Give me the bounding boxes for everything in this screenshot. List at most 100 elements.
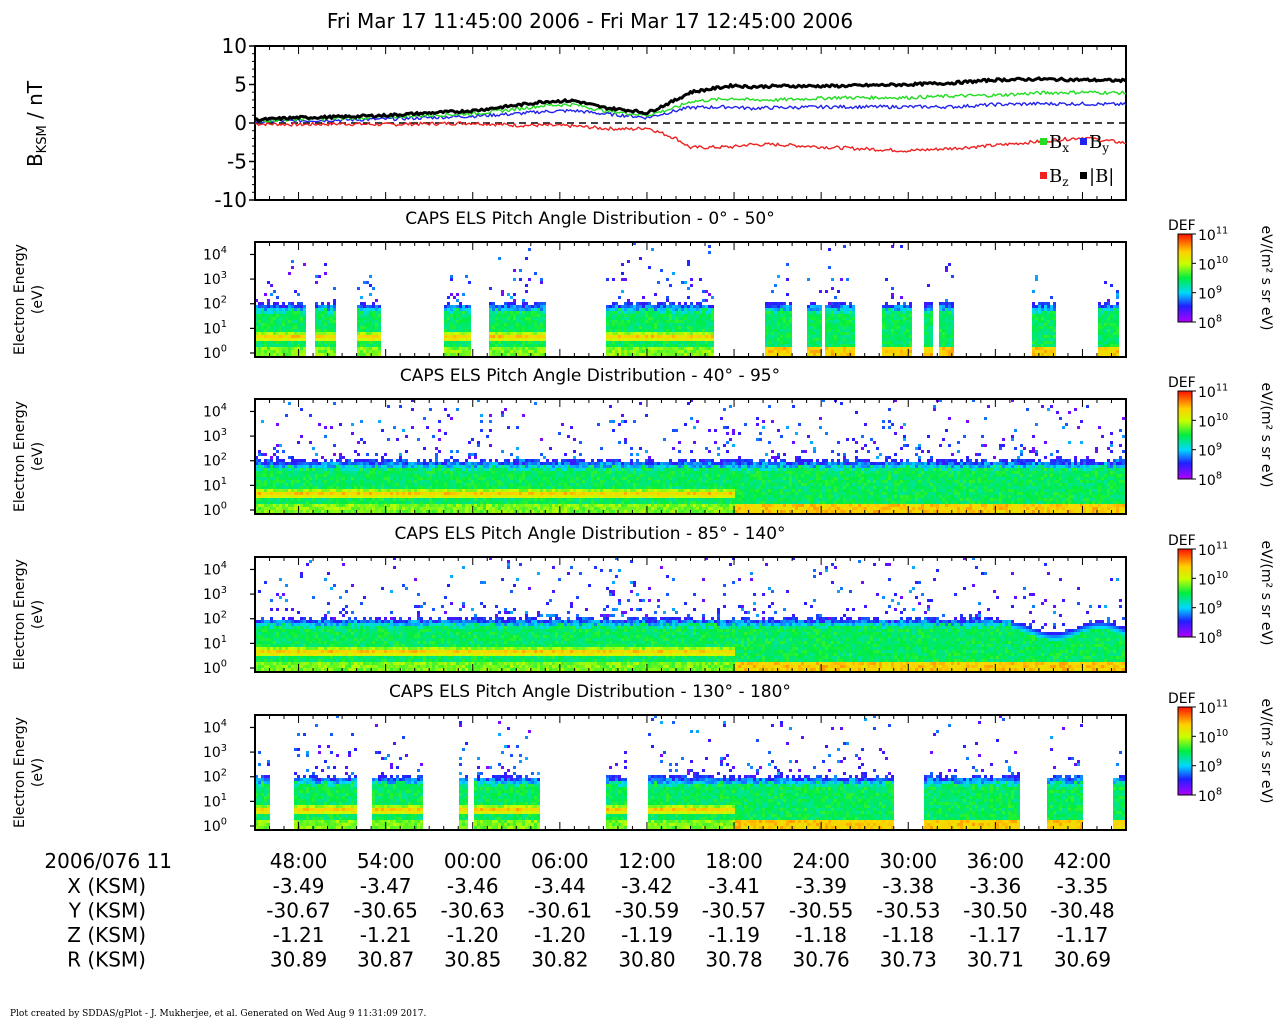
spectrogram-cell xyxy=(561,495,564,498)
spectrogram-cell xyxy=(534,459,537,462)
spectrogram-cell xyxy=(507,462,510,465)
spectrogram-cell xyxy=(312,504,315,507)
spectrogram-cell xyxy=(531,504,534,507)
spectrogram-cell xyxy=(375,504,378,507)
spectrogram-cell xyxy=(279,507,282,510)
spectrogram-cell xyxy=(264,453,267,456)
spectrogram-cell xyxy=(711,338,714,341)
spectrogram-cell xyxy=(885,305,888,308)
spectrogram-cell xyxy=(261,492,264,495)
spectrogram-cell xyxy=(372,507,375,510)
spectrogram-cell xyxy=(522,341,525,344)
spectrogram-cell xyxy=(891,323,894,326)
spectrogram-cell xyxy=(441,501,444,504)
spectrogram-cell xyxy=(261,504,264,507)
spectrogram-cell xyxy=(666,278,669,281)
spectrogram-cell xyxy=(699,350,702,353)
spectrogram-cell xyxy=(783,323,786,326)
spectrogram-cell xyxy=(849,350,852,353)
spectrogram-cell xyxy=(939,302,942,305)
spectrogram-cell xyxy=(564,510,567,513)
spectrogram-cell xyxy=(465,504,468,507)
spectrogram-cell xyxy=(429,492,432,495)
spectrogram-cell xyxy=(1044,302,1047,305)
spectrogram-cell xyxy=(381,486,384,489)
spectrogram-cell xyxy=(582,459,585,462)
spectrogram-cell xyxy=(819,347,822,350)
spectrogram-cell xyxy=(276,326,279,329)
spectrogram-cell xyxy=(708,314,711,317)
spectrogram-cell xyxy=(318,501,321,504)
spectrogram-cell xyxy=(381,498,384,501)
spectrogram-cell xyxy=(453,462,456,465)
spectrogram-cell xyxy=(315,314,318,317)
spectrogram-cell xyxy=(522,320,525,323)
spectrogram-cell xyxy=(828,317,831,320)
spectrogram-cell xyxy=(444,335,447,338)
spectrogram-cell xyxy=(636,317,639,320)
spectrogram-cell xyxy=(645,308,648,311)
spectrogram-cell xyxy=(372,329,375,332)
spectrogram-cell xyxy=(462,480,465,483)
spectrogram-cell xyxy=(513,350,516,353)
spectrogram-cell xyxy=(528,332,531,335)
spectrogram-cell xyxy=(570,501,573,504)
spectrogram-cell xyxy=(543,353,546,356)
spectrogram-cell xyxy=(489,444,492,447)
spectrogram-cell xyxy=(537,459,540,462)
spectrogram-cell xyxy=(276,480,279,483)
spectrogram-cell xyxy=(270,510,273,513)
spectrogram-cell xyxy=(684,281,687,284)
spectrogram-cell xyxy=(309,495,312,498)
spectrogram-cell xyxy=(630,311,633,314)
spectrogram-cell xyxy=(540,477,543,480)
spectrogram-cell xyxy=(513,471,516,474)
spectrogram-cell xyxy=(501,495,504,498)
spectrogram-cell xyxy=(927,311,930,314)
spectrogram-cell xyxy=(765,344,768,347)
spectrogram-cell xyxy=(504,344,507,347)
spectrogram-cell xyxy=(357,338,360,341)
spectrogram-cell xyxy=(258,347,261,350)
spectrogram-cell xyxy=(261,453,264,456)
spectrogram-cell xyxy=(381,468,384,471)
spectrogram-cell xyxy=(534,495,537,498)
spectrogram-cell xyxy=(501,311,504,314)
spectrogram-cell xyxy=(366,350,369,353)
spectrogram-cell xyxy=(363,441,366,444)
spectrogram-cell xyxy=(924,311,927,314)
spectrogram-cell xyxy=(489,311,492,314)
spectrogram-cell xyxy=(288,474,291,477)
spectrogram-cell xyxy=(828,350,831,353)
spectrogram-cell xyxy=(399,405,402,408)
spectrogram-cell xyxy=(375,510,378,513)
spectrogram-cell xyxy=(900,296,903,299)
spectrogram-cell xyxy=(354,477,357,480)
spectrogram-cell xyxy=(669,329,672,332)
spectrogram-cell xyxy=(342,492,345,495)
spectrogram-cell xyxy=(831,308,834,311)
spectrogram-cell xyxy=(489,483,492,486)
spectrogram-cell xyxy=(888,350,891,353)
spectrogram-cell xyxy=(291,344,294,347)
spectrogram-cell xyxy=(834,320,837,323)
spectrogram-cell xyxy=(447,471,450,474)
spectrogram-cell xyxy=(513,293,516,296)
spectrogram-cell xyxy=(1098,353,1101,356)
spectrogram-cell xyxy=(345,504,348,507)
spectrogram-cell xyxy=(393,480,396,483)
spectrogram-cell xyxy=(471,477,474,480)
spectrogram-cell xyxy=(900,323,903,326)
spectrogram-cell xyxy=(816,353,819,356)
spectrogram-cell xyxy=(1044,329,1047,332)
spectrogram-cell xyxy=(318,477,321,480)
spectrogram-cell xyxy=(441,510,444,513)
spectrogram-cell xyxy=(273,332,276,335)
spectrogram-cell xyxy=(522,326,525,329)
spectrogram-cell xyxy=(258,338,261,341)
spectrogram-cell xyxy=(543,326,546,329)
spectrogram-cell xyxy=(390,489,393,492)
spectrogram-cell xyxy=(438,438,441,441)
spectrogram-cell xyxy=(582,483,585,486)
